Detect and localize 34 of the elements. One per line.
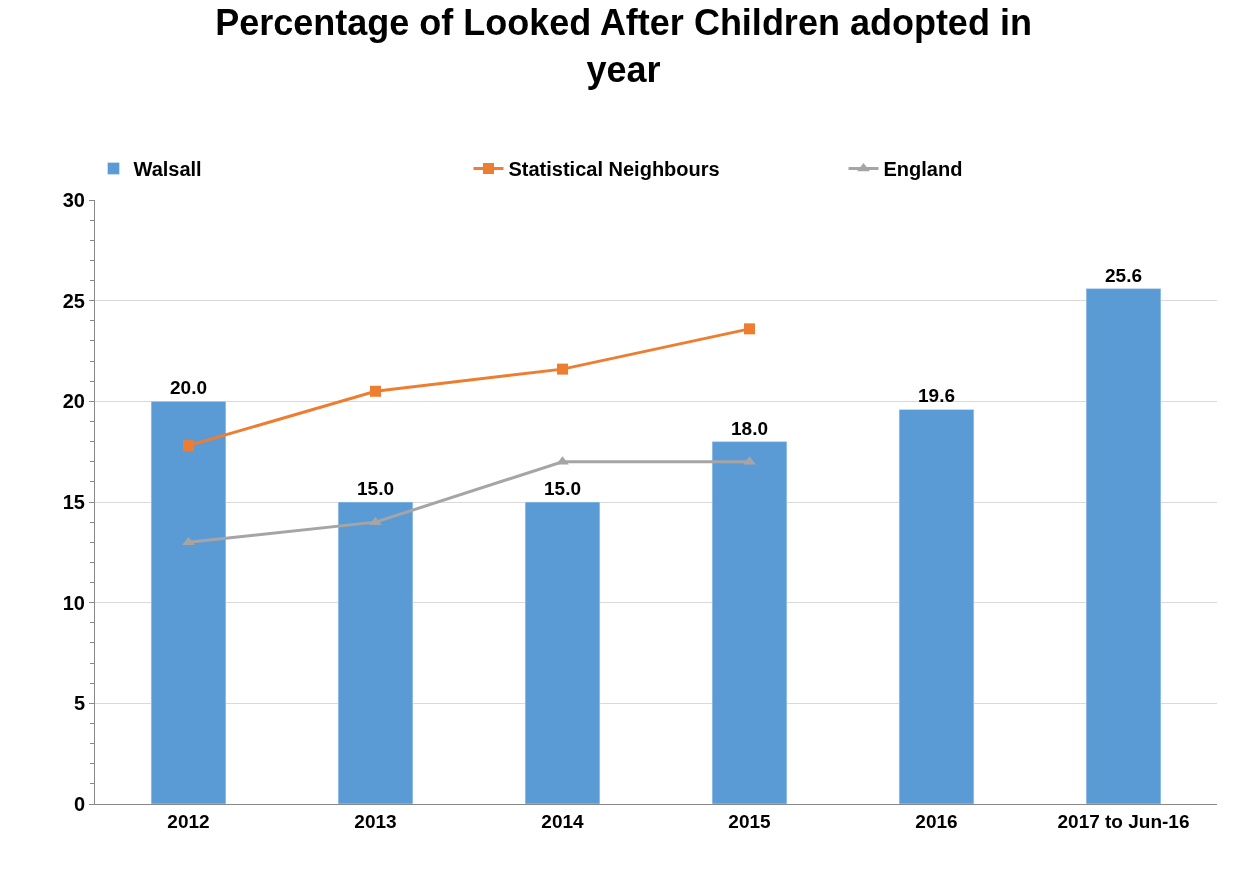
y-tick-label: 30 [62,189,85,211]
y-tick-label: 20 [62,390,85,413]
bar [150,401,227,804]
x-tick-label: 2016 [915,810,958,832]
x-tick-label: 2012 [167,810,210,832]
y-tick-label: 10 [62,591,85,614]
point [557,363,568,375]
bar [524,501,601,804]
y-tick-label: 5 [73,692,85,715]
data-label: 15.0 [544,478,581,499]
data-label: 25.6 [1105,264,1142,286]
y-tick-label: 25 [62,289,85,312]
point [182,536,195,546]
data-label: 20.0 [170,377,207,399]
legend-label: Walsall [133,158,202,181]
chart-title: Percentage of Looked After Children adopted in year [215,2,1032,91]
legend-label: England [883,158,963,181]
point [183,440,194,452]
x-tick-label: 2015 [728,810,772,832]
x-tick-label: 2013 [354,810,397,832]
x-tick-label: 2017 to Jun-16 [1057,810,1190,832]
data-label: 19.6 [918,385,955,407]
point [744,323,755,335]
point [370,385,381,397]
bar [337,501,414,804]
bar [898,409,975,804]
y-tick-label: 15 [62,491,85,513]
legend-label: Statistical Neighbours [508,158,720,181]
y-tick-label: 0 [73,793,85,815]
bar [711,441,788,804]
data-label: 18.0 [731,417,768,439]
data-label: 15.0 [357,478,394,499]
x-tick-label: 2014 [541,810,585,832]
bar [1085,288,1162,804]
